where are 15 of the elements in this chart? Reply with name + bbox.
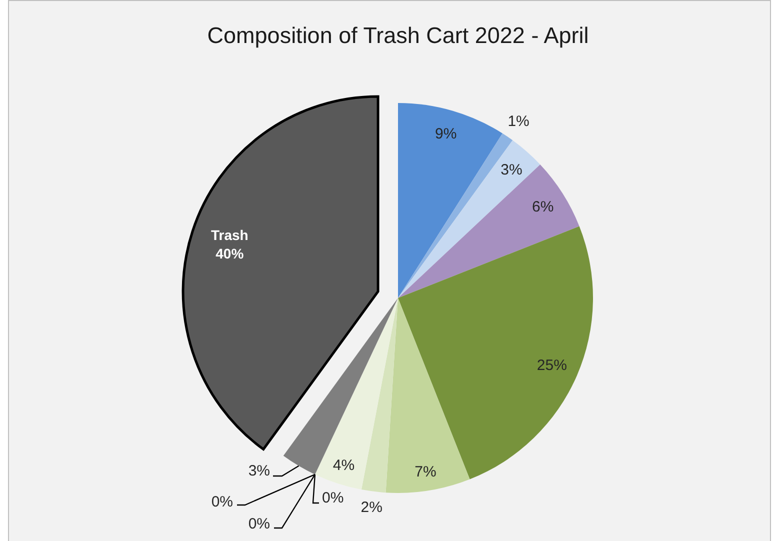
data-label: 1% xyxy=(508,112,530,130)
data-label: 6% xyxy=(532,198,554,216)
chart-title: Composition of Trash Cart 2022 - April xyxy=(207,23,589,48)
data-label: 40% xyxy=(216,246,244,262)
data-label: 25% xyxy=(536,356,567,374)
slice-label: Trash xyxy=(210,226,248,243)
data-label: 9% xyxy=(435,125,457,142)
data-label: 2% xyxy=(360,499,382,516)
text: 0% xyxy=(211,493,233,510)
data-label: 3% xyxy=(500,162,522,179)
text: 0% xyxy=(322,489,344,506)
data-label: 3% xyxy=(248,462,270,480)
text: 0% xyxy=(248,515,270,532)
data-label: 4% xyxy=(332,457,355,474)
data-label: 7% xyxy=(414,464,436,481)
